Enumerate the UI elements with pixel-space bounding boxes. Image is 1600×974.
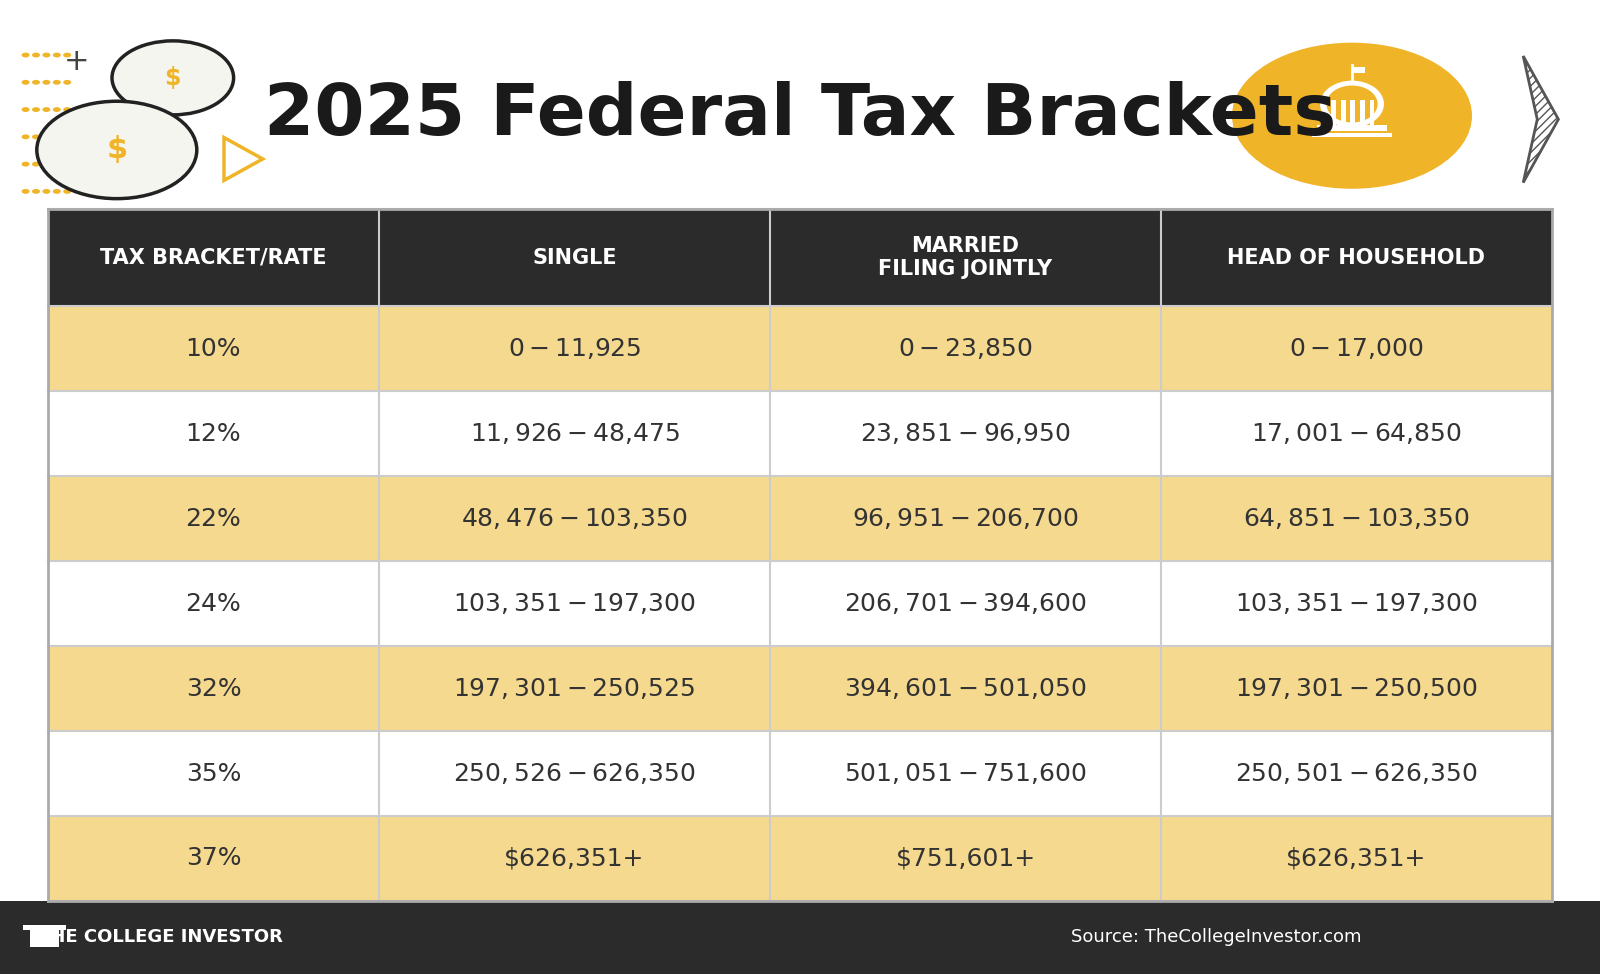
Text: 35%: 35% — [186, 762, 242, 785]
Text: $17,001 - $64,850: $17,001 - $64,850 — [1251, 421, 1462, 446]
Text: $64,851 - $103,350: $64,851 - $103,350 — [1243, 506, 1470, 531]
Text: $206,701 - $394,600: $206,701 - $394,600 — [845, 591, 1086, 617]
Text: +: + — [64, 47, 90, 76]
Text: TAX BRACKET/RATE: TAX BRACKET/RATE — [101, 247, 326, 268]
Text: $394,601 - $501,050: $394,601 - $501,050 — [845, 676, 1086, 701]
Text: $103,351 - $197,300: $103,351 - $197,300 — [453, 591, 696, 617]
Text: $: $ — [165, 66, 181, 90]
Text: $23,851 - $96,950: $23,851 - $96,950 — [861, 421, 1070, 446]
Text: MARRIED
FILING JOINTLY: MARRIED FILING JOINTLY — [878, 237, 1053, 280]
Text: 12%: 12% — [186, 422, 242, 446]
Text: $250,526 - $626,350: $250,526 - $626,350 — [453, 761, 696, 786]
Text: $48,476 - $103,350: $48,476 - $103,350 — [461, 506, 688, 531]
Text: $: $ — [106, 135, 128, 165]
Text: $751,601+: $751,601+ — [896, 846, 1035, 871]
Text: 24%: 24% — [186, 591, 242, 616]
Text: $626,351+: $626,351+ — [1286, 846, 1427, 871]
Text: 32%: 32% — [186, 677, 242, 700]
Text: 10%: 10% — [186, 337, 242, 360]
Text: 2025 Federal Tax Brackets: 2025 Federal Tax Brackets — [264, 81, 1336, 150]
Text: $0 - $17,000: $0 - $17,000 — [1290, 336, 1424, 361]
Text: $250,501 - $626,350: $250,501 - $626,350 — [1235, 761, 1478, 786]
Text: $197,301 - $250,525: $197,301 - $250,525 — [453, 676, 696, 701]
Text: HEAD OF HOUSEHOLD: HEAD OF HOUSEHOLD — [1227, 247, 1485, 268]
Text: $103,351 - $197,300: $103,351 - $197,300 — [1235, 591, 1478, 617]
Text: 22%: 22% — [186, 506, 242, 531]
Text: 37%: 37% — [186, 846, 242, 871]
Text: $0 - $11,925: $0 - $11,925 — [507, 336, 642, 361]
Text: Source: TheCollegeInvestor.com: Source: TheCollegeInvestor.com — [1070, 928, 1362, 947]
Text: THE COLLEGE INVESTOR: THE COLLEGE INVESTOR — [37, 928, 283, 947]
Text: $96,951 - $206,700: $96,951 - $206,700 — [853, 506, 1078, 531]
Text: $197,301 - $250,500: $197,301 - $250,500 — [1235, 676, 1478, 701]
Text: $501,051 - $751,600: $501,051 - $751,600 — [845, 761, 1086, 786]
Text: $11,926 - $48,475: $11,926 - $48,475 — [469, 421, 680, 446]
Text: $0 - $23,850: $0 - $23,850 — [898, 336, 1032, 361]
Text: SINGLE: SINGLE — [533, 247, 616, 268]
Text: $626,351+: $626,351+ — [504, 846, 645, 871]
